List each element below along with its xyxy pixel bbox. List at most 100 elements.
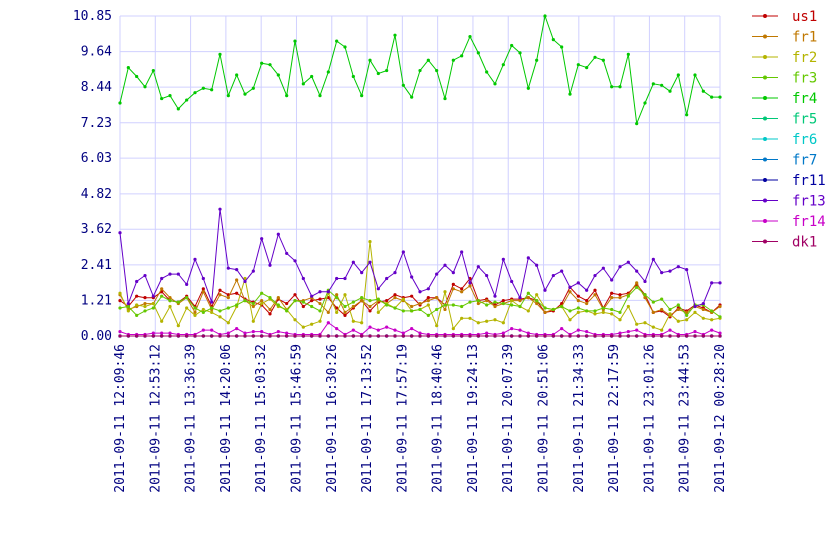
data-point — [551, 334, 555, 338]
data-point — [485, 70, 489, 74]
data-point — [260, 291, 264, 295]
legend-swatch-marker — [763, 219, 767, 223]
data-point — [176, 107, 180, 111]
data-point — [668, 269, 672, 273]
data-point — [401, 250, 405, 254]
data-point — [493, 300, 497, 304]
data-point — [335, 276, 339, 281]
data-point — [626, 294, 630, 298]
x-axis: 2011-09-11 12:09:46 2011-09-11 12:53:12 20… — [113, 344, 728, 493]
data-point — [368, 299, 372, 303]
data-point — [643, 279, 647, 284]
data-point — [476, 51, 480, 55]
data-point — [243, 276, 247, 281]
data-point — [626, 52, 630, 56]
data-point — [210, 300, 214, 304]
data-point — [651, 325, 655, 329]
data-point — [418, 307, 422, 312]
x-tick-label: 2011-09-11 15:46:59 — [289, 344, 304, 493]
legend-label: fr4 — [792, 91, 817, 107]
legend-label: fr7 — [792, 153, 817, 169]
data-point — [418, 68, 422, 73]
data-point — [310, 334, 314, 338]
legend-swatch-marker — [763, 157, 767, 162]
data-point — [676, 73, 680, 77]
data-point — [135, 334, 139, 338]
data-point — [226, 334, 230, 338]
data-point — [460, 287, 464, 291]
data-point — [293, 293, 297, 297]
legend-swatch-marker — [763, 96, 767, 100]
data-point — [593, 309, 597, 313]
data-point — [576, 328, 580, 332]
data-point — [260, 329, 264, 334]
data-point — [326, 310, 330, 315]
data-point — [426, 58, 430, 62]
data-point — [468, 284, 472, 288]
data-point — [160, 287, 164, 291]
data-point — [601, 310, 605, 315]
data-point — [526, 296, 530, 300]
data-point — [360, 334, 364, 338]
data-point — [435, 68, 439, 73]
data-point — [393, 33, 397, 37]
legend-label: fr3 — [792, 71, 817, 87]
x-tick-label: 2011-09-11 18:40:46 — [431, 344, 446, 493]
data-point — [476, 265, 480, 269]
data-point — [360, 321, 364, 325]
data-point — [218, 288, 222, 292]
data-point — [593, 273, 597, 278]
y-tick-label: 8.44 — [81, 80, 112, 95]
data-point — [218, 52, 222, 56]
data-point — [685, 113, 689, 117]
data-point — [218, 207, 222, 211]
data-point — [718, 95, 722, 99]
data-point — [476, 301, 480, 306]
data-point — [635, 334, 639, 338]
data-point — [526, 334, 530, 338]
data-point — [526, 309, 530, 313]
data-point — [418, 334, 422, 338]
data-point — [610, 312, 614, 316]
data-point — [126, 334, 130, 338]
data-point — [443, 303, 447, 307]
data-point — [218, 293, 222, 297]
data-point — [368, 325, 372, 329]
data-point — [135, 294, 139, 298]
data-point — [510, 43, 514, 48]
data-point — [401, 334, 405, 338]
data-point — [601, 334, 605, 338]
data-point — [476, 321, 480, 325]
data-point — [451, 287, 455, 291]
data-point — [576, 306, 580, 310]
data-point — [543, 310, 547, 315]
data-point — [601, 58, 605, 62]
data-point — [476, 299, 480, 303]
data-point — [710, 281, 714, 285]
data-point — [418, 301, 422, 306]
data-point — [235, 73, 239, 77]
data-point — [618, 85, 622, 89]
data-point — [343, 304, 347, 309]
data-point — [235, 268, 239, 272]
data-point — [493, 304, 497, 309]
data-point — [218, 309, 222, 313]
data-point — [501, 331, 505, 335]
data-point — [343, 45, 347, 49]
data-point — [385, 334, 389, 338]
data-point — [160, 334, 164, 338]
data-point — [543, 334, 547, 338]
data-point — [276, 296, 280, 300]
series-lines — [118, 14, 722, 338]
x-tick-label: 2011-09-11 14:20:06 — [219, 344, 234, 493]
data-point — [351, 328, 355, 332]
data-point — [568, 309, 572, 313]
data-point — [260, 61, 264, 65]
data-point — [560, 45, 564, 49]
data-point — [435, 324, 439, 328]
data-point — [651, 257, 655, 261]
data-point — [368, 58, 372, 62]
data-point — [543, 14, 547, 18]
data-point — [393, 328, 397, 332]
legend-swatch-marker — [763, 14, 767, 18]
